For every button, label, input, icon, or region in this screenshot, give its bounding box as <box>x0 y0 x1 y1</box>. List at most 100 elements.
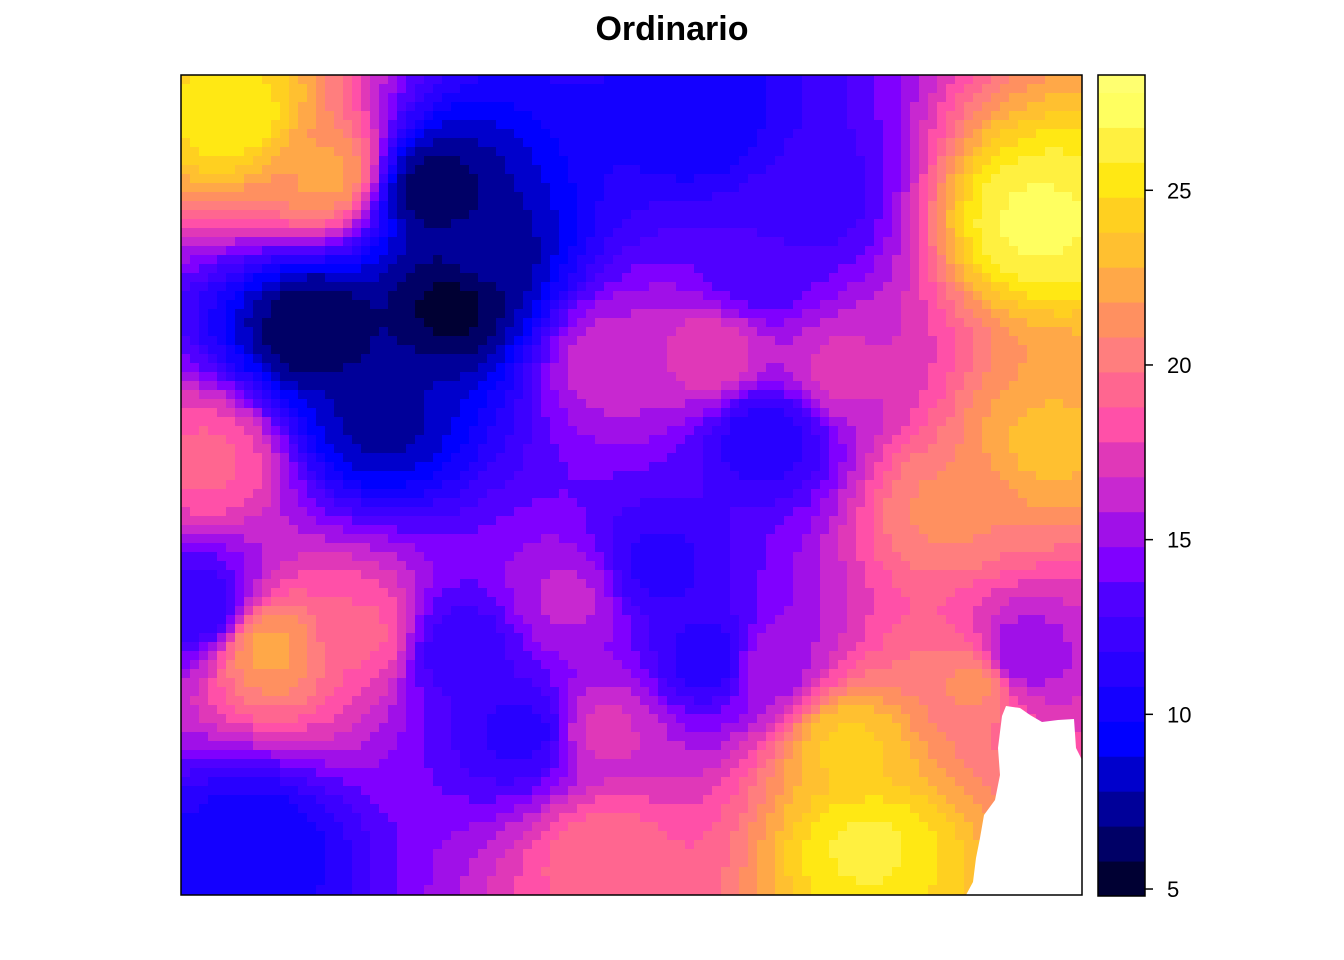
heatmap-cell <box>1045 471 1055 481</box>
heatmap-cell <box>415 291 425 301</box>
heatmap-cell <box>856 183 866 193</box>
heatmap-cell <box>541 453 551 463</box>
heatmap-cell <box>325 291 335 301</box>
heatmap-cell <box>586 129 596 139</box>
heatmap-cell <box>370 318 380 328</box>
heatmap-cell <box>1009 201 1019 211</box>
heatmap-cell <box>442 291 452 301</box>
heatmap-cell <box>415 336 425 346</box>
heatmap-cell <box>460 75 470 85</box>
heatmap-cell <box>217 417 227 427</box>
heatmap-cell <box>433 228 443 238</box>
heatmap-cell <box>262 363 272 373</box>
heatmap-cell <box>496 363 506 373</box>
heatmap-cell <box>289 219 299 229</box>
heatmap-cell <box>1018 129 1028 139</box>
heatmap-cell <box>613 372 623 382</box>
heatmap-cell <box>244 408 254 418</box>
heatmap-cell <box>307 111 317 121</box>
heatmap-cell <box>559 111 569 121</box>
heatmap-cell <box>712 93 722 103</box>
heatmap-cell <box>757 228 767 238</box>
heatmap-cell <box>793 345 803 355</box>
heatmap-cell <box>451 471 461 481</box>
heatmap-cell <box>982 471 992 481</box>
heatmap-cell <box>766 111 776 121</box>
heatmap-cell <box>235 435 245 445</box>
heatmap-cell <box>181 156 191 166</box>
heatmap-cell <box>910 336 920 346</box>
heatmap-cell <box>730 498 740 508</box>
heatmap-cell <box>559 408 569 418</box>
heatmap-cell <box>352 219 362 229</box>
heatmap-cell <box>946 264 956 274</box>
heatmap-cell <box>856 75 866 85</box>
heatmap-cell <box>1045 237 1055 247</box>
heatmap-cell <box>856 120 866 130</box>
heatmap-cell <box>775 435 785 445</box>
heatmap-cell <box>352 462 362 472</box>
heatmap-cell <box>784 273 794 283</box>
heatmap-cell <box>631 120 641 130</box>
heatmap-cell <box>262 300 272 310</box>
heatmap-cell <box>217 147 227 157</box>
heatmap-cell <box>1000 210 1010 220</box>
heatmap-cell <box>235 237 245 247</box>
heatmap-cell <box>838 102 848 112</box>
heatmap-cell <box>721 426 731 436</box>
heatmap-cell <box>577 309 587 319</box>
heatmap-cell <box>289 111 299 121</box>
heatmap-cell <box>631 210 641 220</box>
heatmap-cell <box>847 453 857 463</box>
heatmap-cell <box>775 246 785 256</box>
heatmap-cell <box>496 93 506 103</box>
heatmap-cell <box>685 489 695 499</box>
heatmap-cell <box>361 165 371 175</box>
heatmap-cell <box>658 84 668 94</box>
heatmap-cell <box>658 165 668 175</box>
heatmap-cell <box>460 426 470 436</box>
heatmap-cell <box>793 390 803 400</box>
heatmap-cell <box>595 318 605 328</box>
heatmap-cell <box>325 183 335 193</box>
heatmap-cell <box>433 237 443 247</box>
heatmap-cell <box>532 291 542 301</box>
heatmap-cell <box>973 345 983 355</box>
heatmap-cell <box>649 75 659 85</box>
heatmap-cell <box>586 228 596 238</box>
heatmap-cell <box>874 210 884 220</box>
heatmap-cell <box>955 426 965 436</box>
heatmap-cell <box>433 480 443 490</box>
heatmap-cell <box>190 300 200 310</box>
heatmap-cell <box>757 489 767 499</box>
heatmap-cell <box>334 453 344 463</box>
heatmap-cell <box>568 228 578 238</box>
heatmap-cell <box>379 516 389 526</box>
heatmap-cell <box>280 192 290 202</box>
heatmap-cell <box>280 408 290 418</box>
heatmap-cell <box>478 480 488 490</box>
heatmap-cell <box>721 138 731 148</box>
heatmap-cell <box>388 381 398 391</box>
heatmap-cell <box>820 399 830 409</box>
heatmap-cell <box>793 354 803 364</box>
heatmap-cell <box>712 264 722 274</box>
heatmap-cell <box>658 453 668 463</box>
heatmap-cell <box>1054 426 1064 436</box>
heatmap-cell <box>928 93 938 103</box>
heatmap-cell <box>658 336 668 346</box>
heatmap-cell <box>397 147 407 157</box>
heatmap-cell <box>424 489 434 499</box>
heatmap-cell <box>1045 93 1055 103</box>
heatmap-cell <box>667 480 677 490</box>
heatmap-cell <box>982 444 992 454</box>
heatmap-cell <box>1063 327 1073 337</box>
heatmap-cell <box>1027 462 1037 472</box>
heatmap-cell <box>694 372 704 382</box>
heatmap-cell <box>901 228 911 238</box>
heatmap-cell <box>721 174 731 184</box>
heatmap-cell <box>928 192 938 202</box>
heatmap-cell <box>1027 372 1037 382</box>
heatmap-cell <box>298 408 308 418</box>
heatmap-cell <box>901 462 911 472</box>
